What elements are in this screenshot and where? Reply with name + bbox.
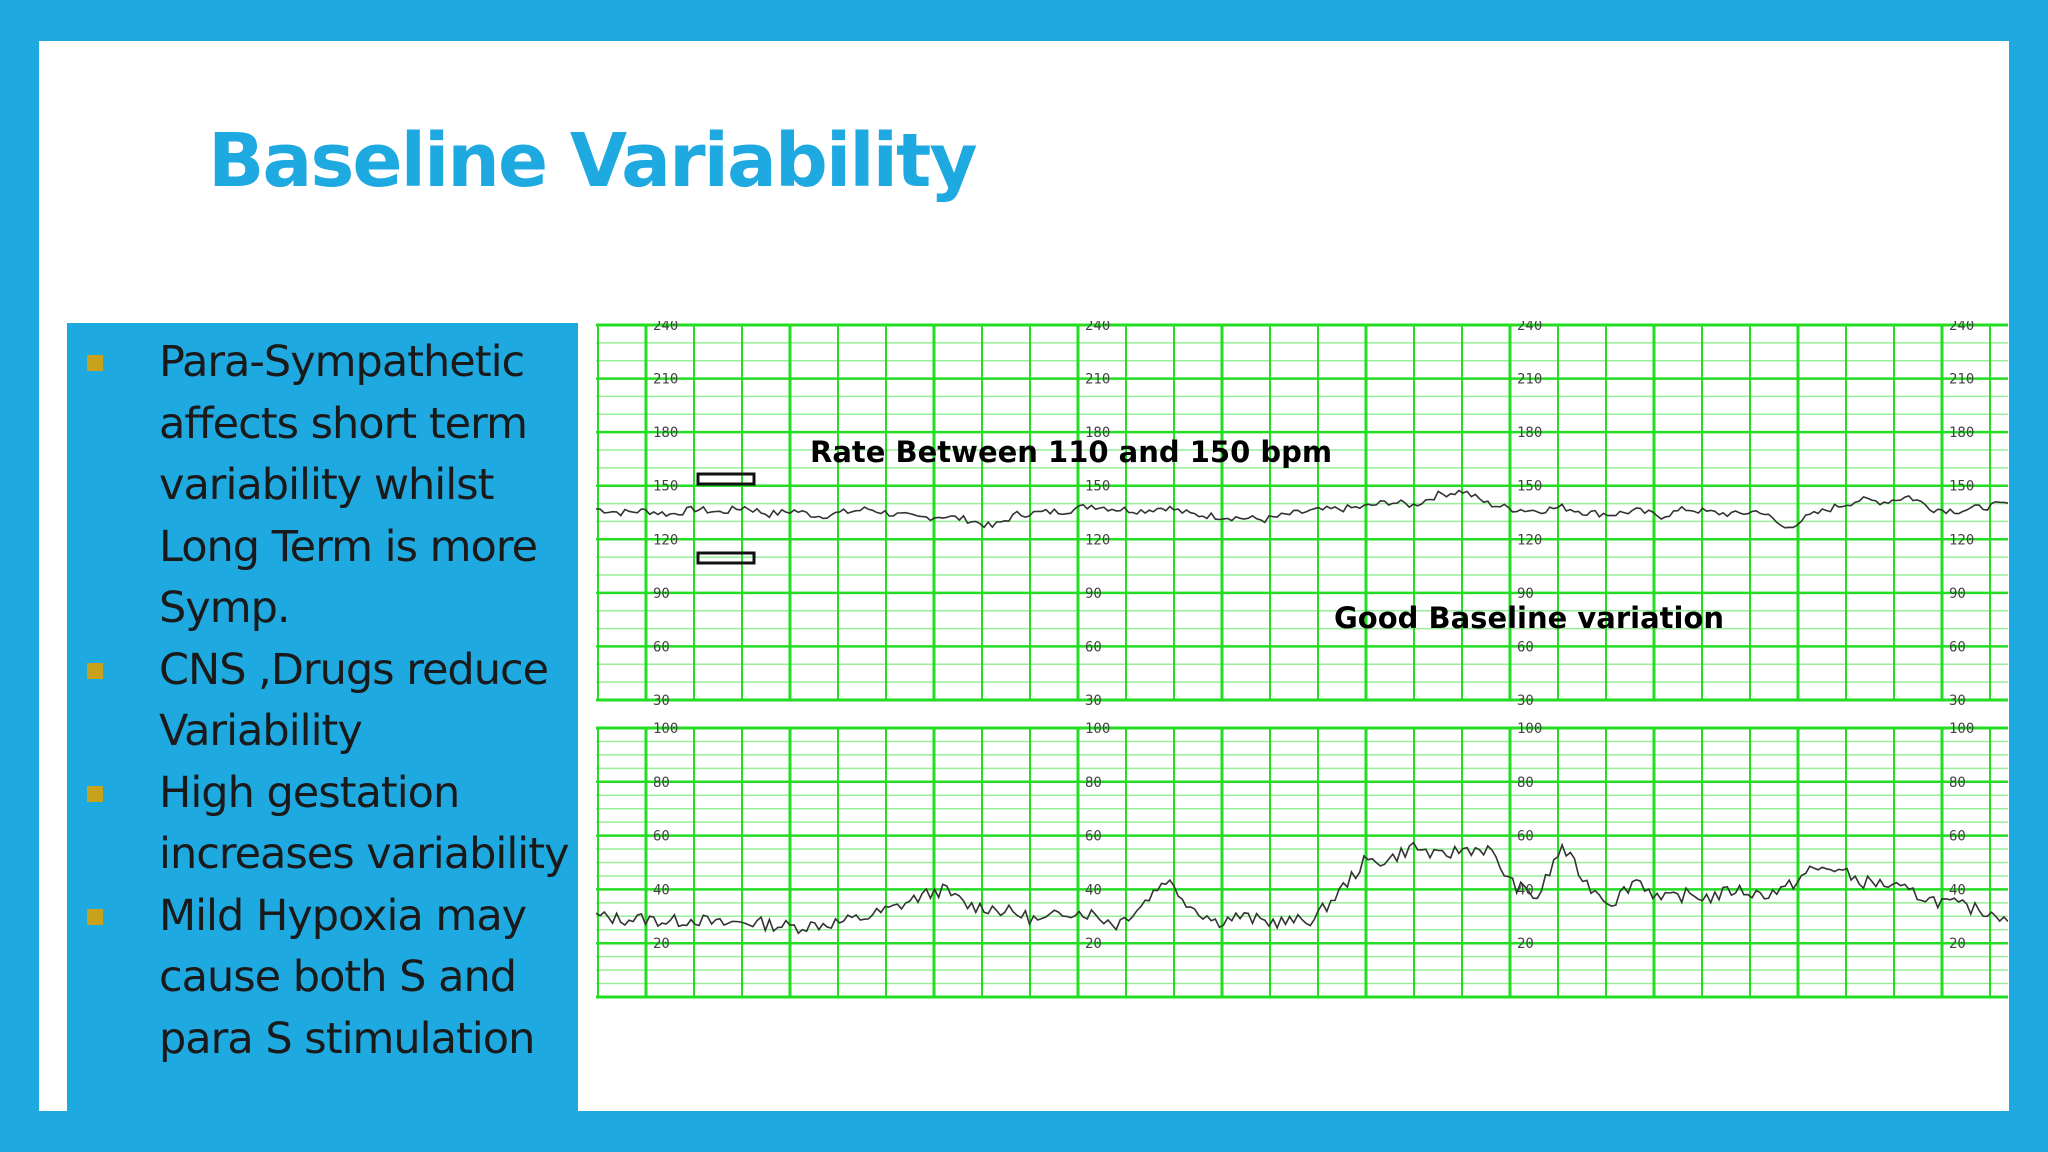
scale-label: 150 [1517, 479, 1542, 495]
scale-label: 40 [1949, 882, 1966, 898]
bullet-text: Para-Sympathetic affects short term vari… [159, 337, 538, 633]
scale-label: 60 [1517, 829, 1534, 845]
scale-label: 60 [1949, 829, 1966, 845]
bullet-item: Mild Hypoxia may cause both S and para S… [67, 886, 578, 1071]
scale-label: 210 [1085, 372, 1110, 388]
scale-label: 80 [1949, 775, 1966, 791]
scale-label: 40 [1085, 882, 1102, 898]
bullet-panel: Para-Sympathetic affects short term vari… [67, 323, 578, 1152]
bullet-item: CNS ,Drugs reduce Variability [67, 640, 578, 763]
scale-label: 240 [1517, 321, 1542, 334]
bullet-text: CNS ,Drugs reduce Variability [159, 644, 549, 757]
scale-label: 210 [653, 372, 678, 388]
scale-label: 210 [1949, 372, 1974, 388]
scale-label: 20 [1949, 936, 1966, 952]
ctg-scale-labels: 240 210 180 150 120 90 60 30 240 210 180 150 120 90 60… [653, 321, 1974, 952]
scale-label: 150 [1949, 479, 1974, 495]
scale-label: 100 [1517, 721, 1542, 737]
scale-label: 120 [1517, 532, 1542, 548]
scale-label: 40 [1517, 882, 1534, 898]
scale-label: 180 [1949, 425, 1974, 441]
bullet-item: Para-Sympathetic affects short term vari… [67, 332, 578, 640]
bullet-list: Para-Sympathetic affects short term vari… [67, 332, 578, 1070]
scale-label: 180 [653, 425, 678, 441]
scale-label: 90 [653, 586, 670, 602]
square-bullet-icon [87, 355, 103, 371]
scale-label: 240 [1949, 321, 1974, 334]
scale-label: 30 [653, 693, 670, 709]
scale-label: 100 [1085, 721, 1110, 737]
scale-label: 120 [1085, 532, 1110, 548]
scale-label: 30 [1085, 693, 1102, 709]
scale-label: 60 [1085, 639, 1102, 655]
baseline-annotation: Good Baseline variation [1334, 601, 1724, 635]
scale-label: 210 [1517, 372, 1542, 388]
ctg-traces [596, 489, 2008, 935]
scale-label: 60 [653, 829, 670, 845]
square-bullet-icon [87, 662, 103, 679]
scale-label: 60 [1517, 639, 1534, 655]
lower-limit-marker [696, 551, 756, 565]
scale-label: 100 [653, 721, 678, 737]
scale-label: 120 [1949, 532, 1974, 548]
scale-label: 30 [1517, 693, 1534, 709]
square-bullet-icon [87, 908, 103, 925]
scale-label: 150 [1085, 479, 1110, 495]
scale-label: 240 [1085, 321, 1110, 334]
ctg-strip: 240 210 180 150 120 90 60 30 240 210 180 150 120 90 60… [596, 321, 2008, 1001]
scale-label: 60 [1085, 829, 1102, 845]
scale-label: 60 [653, 639, 670, 655]
uc-trace [596, 841, 2008, 935]
scale-label: 20 [1517, 936, 1534, 952]
square-bullet-icon [87, 785, 103, 802]
ctg-grid [596, 323, 2008, 999]
bullet-item: High gestation increases variability [67, 763, 578, 886]
scale-label: 20 [1085, 936, 1102, 952]
rate-annotation: Rate Between 110 and 150 bpm [810, 435, 1332, 469]
scale-label: 90 [1085, 586, 1102, 602]
scale-label: 80 [1517, 775, 1534, 791]
fhr-trace [596, 489, 2008, 529]
scale-label: 120 [653, 532, 678, 548]
scale-label: 100 [1949, 721, 1974, 737]
ctg-chart: 240 210 180 150 120 90 60 30 240 210 180 150 120 90 60… [596, 321, 2008, 999]
scale-label: 150 [653, 479, 678, 495]
scale-label: 60 [1949, 639, 1966, 655]
slide-title: Baseline Variability [208, 118, 978, 204]
upper-limit-marker [696, 472, 756, 486]
scale-label: 80 [653, 775, 670, 791]
scale-label: 40 [653, 882, 670, 898]
scale-label: 90 [1949, 586, 1966, 602]
scale-label: 20 [653, 936, 670, 952]
scale-label: 180 [1085, 425, 1110, 441]
scale-label: 30 [1949, 693, 1966, 709]
scale-label: 180 [1517, 425, 1542, 441]
scale-label: 240 [653, 321, 678, 334]
scale-label: 80 [1085, 775, 1102, 791]
scale-label: 90 [1517, 586, 1534, 602]
bullet-text: High gestation increases variability [159, 767, 570, 880]
bullet-text: Mild Hypoxia may cause both S and para S… [159, 890, 535, 1064]
